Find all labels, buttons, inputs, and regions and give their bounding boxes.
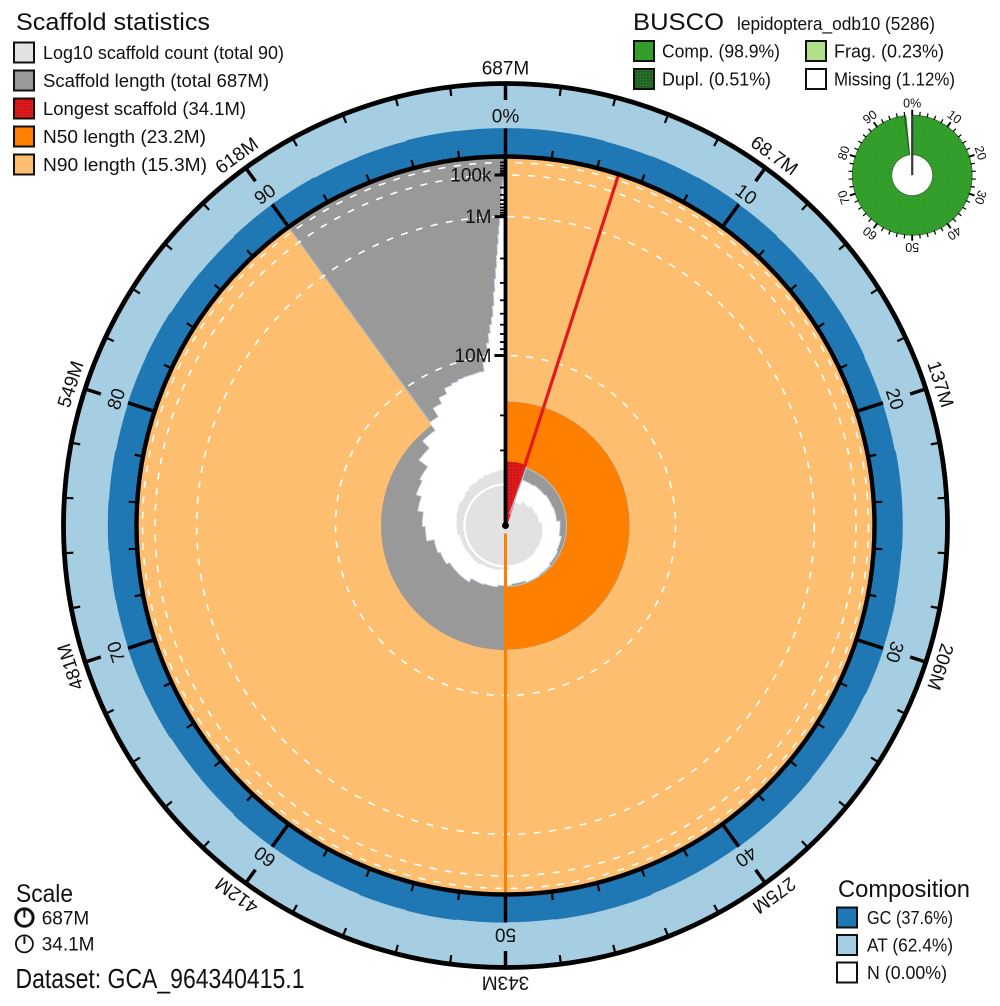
svg-text:30: 30 [972,189,990,207]
svg-text:687M: 687M [42,908,90,929]
svg-text:50: 50 [495,923,516,944]
svg-text:40: 40 [945,223,965,243]
svg-text:Log10 scaffold count (total 90: Log10 scaffold count (total 90) [43,42,284,63]
svg-text:100k: 100k [450,166,492,187]
svg-text:Composition: Composition [838,876,970,903]
svg-text:0%: 0% [903,96,921,110]
svg-text:343M: 343M [482,971,530,992]
svg-text:BUSCO: BUSCO [633,9,724,36]
svg-text:Scaffold statistics: Scaffold statistics [16,9,210,36]
svg-text:Scale: Scale [16,880,73,908]
svg-text:Longest scaffold (34.1M): Longest scaffold (34.1M) [43,98,246,119]
svg-text:80: 80 [835,144,853,162]
svg-text:GC (37.6%): GC (37.6%) [867,907,953,928]
svg-text:70: 70 [835,189,853,207]
svg-text:10: 10 [945,107,965,127]
svg-text:AT (62.4%): AT (62.4%) [867,935,953,956]
svg-text:N90 length (15.3M): N90 length (15.3M) [43,154,207,175]
svg-text:N (0.00%): N (0.00%) [867,962,947,983]
svg-text:20: 20 [972,144,990,162]
svg-text:687M: 687M [482,59,530,80]
svg-text:Dupl. (0.51%): Dupl. (0.51%) [662,69,771,90]
svg-text:1M: 1M [465,207,491,228]
svg-text:60: 60 [860,223,880,243]
svg-text:Missing (1.12%): Missing (1.12%) [834,69,955,90]
svg-text:Dataset: GCA_964340415.1: Dataset: GCA_964340415.1 [16,963,305,994]
svg-text:N50 length (23.2M): N50 length (23.2M) [43,126,206,147]
svg-text:Frag. (0.23%): Frag. (0.23%) [834,41,944,62]
svg-text:90: 90 [860,107,880,127]
svg-text:0%: 0% [492,107,520,128]
svg-text:Scaffold length (total 687M): Scaffold length (total 687M) [43,70,269,91]
svg-text:Comp. (98.9%): Comp. (98.9%) [662,41,780,62]
svg-text:lepidoptera_odb10 (5286): lepidoptera_odb10 (5286) [737,14,935,35]
svg-text:10M: 10M [455,346,492,367]
svg-text:50: 50 [905,240,919,254]
svg-text:34.1M: 34.1M [42,935,95,956]
